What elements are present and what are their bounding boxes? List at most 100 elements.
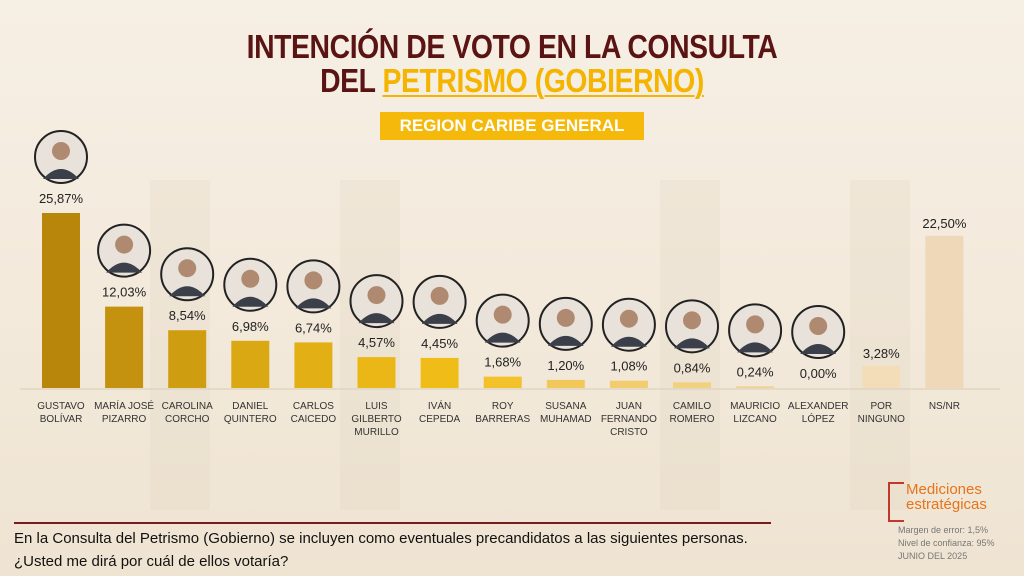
avatar-body-icon [106, 262, 143, 273]
category-label: MARÍA JOSÉ [94, 399, 154, 412]
category-label: NS/NR [929, 401, 960, 412]
bar [420, 357, 459, 388]
category-label: LIZCANO [733, 414, 777, 425]
category-label: GUSTAVO [37, 401, 85, 412]
category-label: CAMILO [673, 401, 712, 412]
category-label: CAICEDO [291, 414, 337, 425]
bar [673, 382, 711, 388]
category-label: CARLOS [293, 401, 334, 412]
category-label: QUINTERO [224, 414, 277, 425]
title-line-1: INTENCIÓN DE VOTO EN LA CONSULTA [246, 28, 778, 65]
value-label: 1,08% [610, 359, 647, 374]
value-label: 25,87% [39, 191, 84, 206]
value-label: 12,03% [102, 285, 147, 300]
value-label: 6,98% [232, 319, 269, 334]
avatar-head-icon [619, 309, 638, 328]
category-label: MAURICIO [730, 401, 780, 412]
avatar-body-icon [484, 332, 521, 343]
value-label: 4,57% [358, 335, 395, 350]
value-label: 0,24% [737, 364, 774, 379]
survey-meta: Margen de error: 1,5% Nivel de confianza… [898, 524, 995, 563]
avatar-body-icon [358, 313, 395, 324]
avatar-body-icon [232, 296, 269, 307]
region-badge: REGION CARIBE GENERAL [380, 112, 644, 140]
category-label: MURILLO [354, 427, 399, 438]
category-label: ALEXANDER [788, 401, 849, 412]
bar [736, 386, 775, 388]
value-label: 3,28% [863, 346, 900, 361]
confidence-level: Nivel de confianza: 95% [898, 538, 995, 548]
title-line-2: DEL PETRISMO (GOBIERNO) [72, 64, 953, 98]
logo-text: Mediciones estratégicas [906, 482, 987, 512]
bar [168, 330, 207, 388]
category-label: POR [870, 401, 892, 412]
category-label: ROY [492, 401, 514, 412]
category-label: JUAN [616, 401, 642, 412]
avatar-body-icon [547, 335, 584, 346]
category-label: CAROLINA [162, 401, 213, 412]
avatar-head-icon [556, 308, 575, 327]
survey-question: En la Consulta del Petrismo (Gobierno) s… [14, 530, 748, 570]
category-label: BOLÍVAR [40, 412, 83, 425]
bar [105, 306, 144, 388]
background-column [340, 180, 400, 510]
category-label: ROMERO [670, 414, 715, 425]
value-label: 1,20% [547, 358, 584, 373]
avatar-head-icon [304, 271, 323, 290]
avatar-body-icon [737, 342, 774, 353]
bar [546, 379, 585, 388]
divider [14, 522, 771, 524]
category-label: GILBERTO [351, 414, 401, 425]
avatar-head-icon [430, 286, 449, 305]
avatar-head-icon [52, 142, 70, 160]
bar [357, 357, 396, 388]
title-highlight: PETRISMO (GOBIERNO) [382, 62, 705, 99]
bar [231, 340, 270, 388]
avatar-body-icon [421, 313, 458, 324]
survey-date: JUNIO DEL 2025 [898, 551, 968, 561]
margin-of-error: Margen de error: 1,5% [898, 525, 989, 535]
avatar-body-icon [610, 336, 647, 347]
avatar-body-icon [674, 338, 710, 349]
bar [483, 376, 522, 388]
avatar-body-icon [295, 298, 332, 309]
category-label: NINGUNO [858, 414, 905, 425]
category-label: PIZARRO [102, 414, 147, 425]
category-label: LÓPEZ [802, 412, 835, 425]
category-label: FERNANDO [601, 414, 657, 425]
category-label: LUIS [365, 401, 388, 412]
category-label: SUSANA [545, 401, 586, 412]
category-label: DANIEL [232, 401, 269, 412]
avatar-head-icon [493, 305, 512, 324]
category-label: CEPEDA [419, 414, 460, 425]
logo-check-icon [888, 482, 904, 522]
avatar-head-icon [115, 235, 134, 254]
value-label: 0,84% [674, 360, 711, 375]
avatar-body-icon [800, 344, 837, 354]
logo-line-1: Mediciones [906, 481, 982, 498]
category-label: IVÁN [428, 399, 451, 412]
value-label: 4,45% [421, 336, 458, 351]
avatar-body-icon [169, 286, 206, 297]
avatar-head-icon [746, 315, 765, 334]
category-label: CORCHO [165, 414, 210, 425]
avatar-head-icon [367, 286, 386, 305]
avatar-body-icon [43, 169, 79, 179]
category-label: MUHAMAD [540, 414, 592, 425]
logo-line-2: estratégicas [906, 496, 987, 513]
avatar-head-icon [241, 269, 260, 288]
value-label: 0,00% [800, 366, 837, 381]
value-label: 6,74% [295, 320, 332, 335]
category-label: CRISTO [610, 427, 648, 438]
bar [294, 342, 333, 388]
avatar-head-icon [178, 259, 197, 278]
bar [609, 380, 648, 388]
value-label: 1,68% [484, 355, 521, 370]
bar [862, 365, 901, 388]
background-column [850, 180, 910, 510]
category-label: BARRERAS [475, 414, 530, 425]
avatar-head-icon [683, 311, 701, 330]
value-label: 22,50% [922, 216, 967, 231]
bar [925, 235, 964, 388]
